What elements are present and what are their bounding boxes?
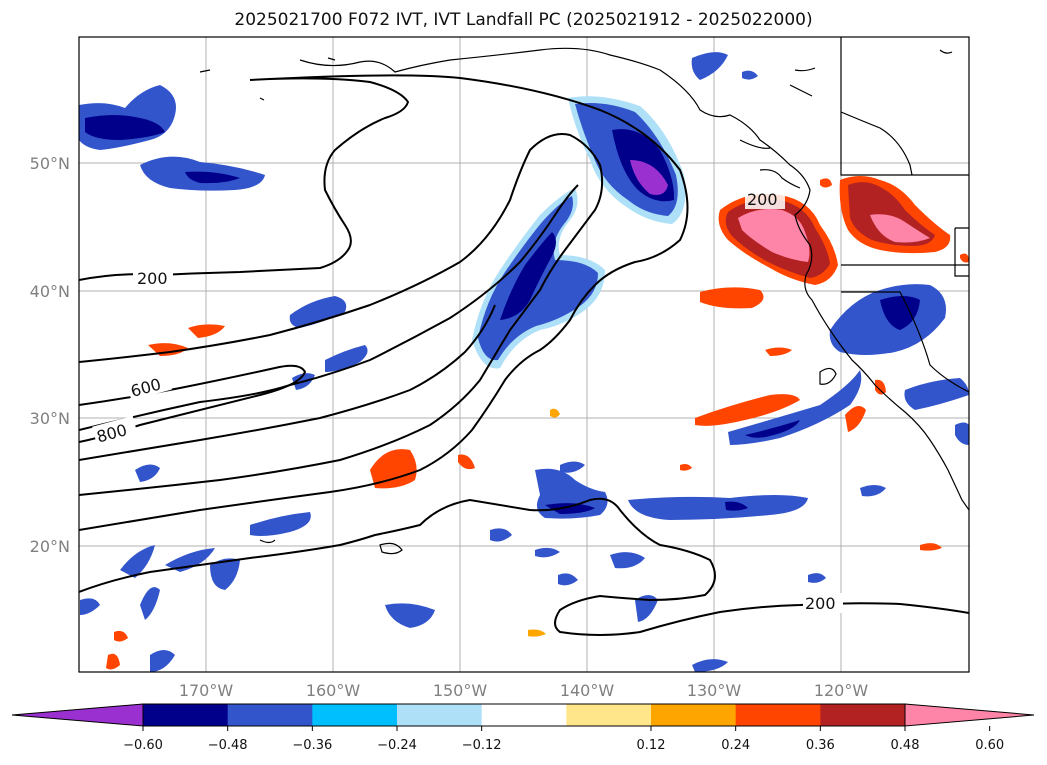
lon-label-160w: 160°W	[306, 681, 361, 700]
positive-pc-shading	[106, 176, 969, 670]
colorbar-ticks: −0.60 −0.48 −0.36 −0.24 −0.12 0.12 0.24 0.36 0.4…	[123, 726, 1004, 753]
ivt-contours	[79, 74, 969, 636]
lat-label-30n: 30°N	[30, 409, 70, 428]
colorbar-segment	[397, 704, 483, 726]
colorbar-outline	[142, 703, 906, 727]
lat-label-50n: 50°N	[30, 154, 70, 173]
ivt-contour-800	[79, 364, 307, 443]
colorbar-segment	[312, 704, 398, 726]
contour-labels: 200 600 800 200 200	[92, 189, 843, 613]
colorbar-extend-min	[12, 704, 143, 726]
colorbar-tick-label: 0.60	[975, 738, 1004, 753]
colorbar-segment	[481, 704, 567, 726]
colorbar-tick-label: 0.12	[637, 738, 666, 753]
colorbar-tick-label: 0.48	[891, 738, 920, 753]
latitude-labels: 50°N 40°N 30°N 20°N	[30, 154, 70, 556]
lon-label-140w: 140°W	[560, 681, 615, 700]
coastlines	[199, 37, 969, 555]
lon-label-170w: 170°W	[179, 681, 234, 700]
colorbar-segment	[820, 704, 906, 726]
map-content: 200 600 800 200 200	[79, 37, 969, 672]
ivt-contour-200-north	[79, 74, 689, 531]
contour-label-200-south: 200	[805, 594, 836, 613]
colorbar-tick-label: −0.24	[377, 738, 417, 753]
colorbar-segments	[12, 704, 1034, 726]
colorbar-segment	[143, 704, 229, 726]
lon-label-130w: 130°W	[687, 681, 742, 700]
colorbar-segment	[651, 704, 737, 726]
plot-title: 2025021700 F072 IVT, IVT Landfall PC (20…	[234, 10, 813, 30]
lat-label-20n: 20°N	[30, 537, 70, 556]
colorbar-segment	[566, 704, 652, 726]
longitude-labels: 170°W 160°W 150°W 140°W 130°W 120°W	[179, 681, 869, 700]
colorbar-tick-label: 0.24	[721, 738, 750, 753]
ivt-contour-200-south	[79, 497, 969, 636]
colorbar-extend-max	[905, 704, 1034, 726]
colorbar-tick-label: −0.36	[292, 738, 332, 753]
ivt-contour-600	[79, 133, 604, 496]
colorbar-segment	[735, 704, 821, 726]
colorbar-tick-label: 0.36	[806, 738, 835, 753]
map-border	[78, 36, 970, 673]
colorbar-tick-label: −0.12	[462, 738, 502, 753]
lon-label-150w: 150°W	[433, 681, 488, 700]
colorbar-tick-label: −0.60	[123, 738, 163, 753]
lat-label-40n: 40°N	[30, 282, 70, 301]
colorbar-segment	[227, 704, 313, 726]
contour-label-200-west: 200	[137, 269, 168, 288]
negative-pc-shading	[79, 52, 969, 672]
colorbar-tick-label: −0.48	[208, 738, 248, 753]
colorbar: −0.60 −0.48 −0.36 −0.24 −0.12 0.12 0.24 0.36 0.4…	[11, 703, 1035, 753]
lon-label-120w: 120°W	[814, 681, 869, 700]
contour-label-200-northeast: 200	[747, 190, 778, 209]
